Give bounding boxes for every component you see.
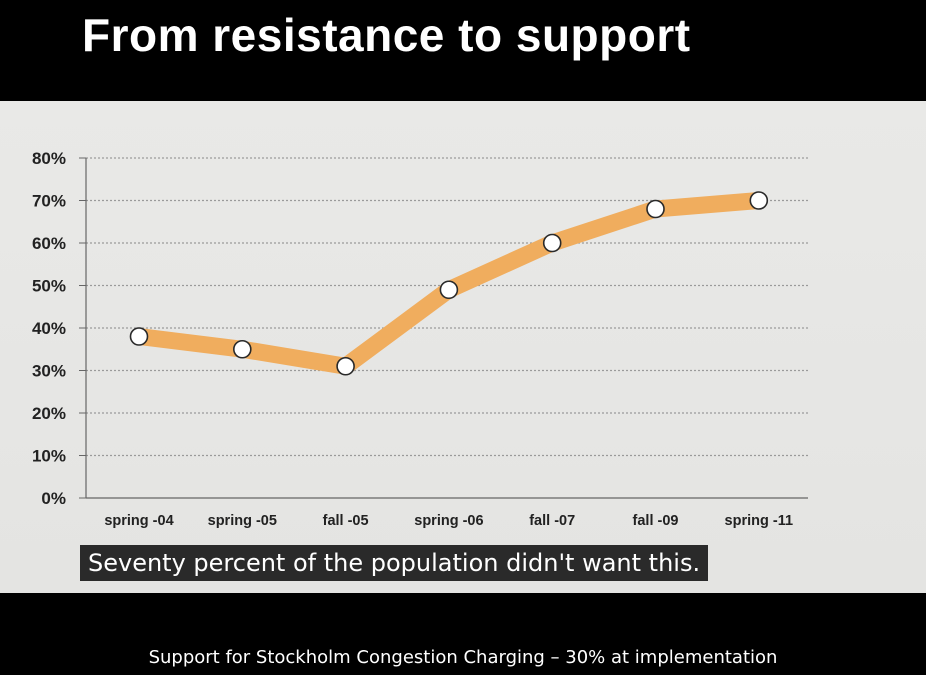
- x-tick-label: fall -05: [323, 513, 369, 529]
- data-point: [336, 356, 355, 376]
- data-point: [439, 280, 459, 300]
- data-markers: [129, 191, 769, 376]
- y-tick-label: 20%: [32, 404, 66, 423]
- y-tick-label: 80%: [32, 149, 66, 168]
- subtitle-caption: Seventy percent of the population didn't…: [80, 545, 709, 581]
- data-point: [749, 191, 769, 210]
- y-tick-label: 50%: [32, 277, 66, 296]
- footer-caption: Support for Stockholm Congestion Chargin…: [148, 647, 778, 668]
- x-tick-label: spring -06: [414, 513, 483, 529]
- y-tick-label: 70%: [32, 192, 66, 211]
- y-tick-labels: 0% 10% 20% 30% 40% 50% 60% 70% 80%: [32, 149, 66, 508]
- x-tick-label: spring -11: [725, 513, 794, 529]
- title-bar: From resistance to support: [0, 0, 926, 101]
- data-point: [542, 233, 562, 253]
- x-tick-labels: spring -04 spring -05 fall -05 spring -06 fa…: [104, 513, 793, 529]
- data-point: [646, 199, 665, 219]
- slide-title: From resistance to support: [82, 9, 691, 61]
- y-tick-label: 30%: [32, 362, 66, 381]
- data-point: [233, 339, 252, 359]
- y-tick-label: 10%: [32, 447, 66, 466]
- chart-area: 0% 10% 20% 30% 40% 50% 60% 70% 80% spring -04 spr…: [0, 101, 926, 593]
- x-tick-label: fall -09: [633, 513, 679, 529]
- line-chart: 0%10%20%30%40%50%60%70%80% spring -04 spr…: [32, 149, 808, 529]
- y-tick-label: 40%: [32, 319, 66, 338]
- y-tick-label: 60%: [32, 234, 66, 253]
- x-tick-label: fall -07: [529, 513, 575, 529]
- x-tick-label: spring -04: [104, 513, 173, 529]
- x-tick-label: spring -05: [208, 513, 277, 529]
- axes: [79, 157, 808, 499]
- bottom-bar: [0, 593, 926, 675]
- data-point: [129, 327, 149, 346]
- y-tick-label: 0%: [41, 489, 66, 508]
